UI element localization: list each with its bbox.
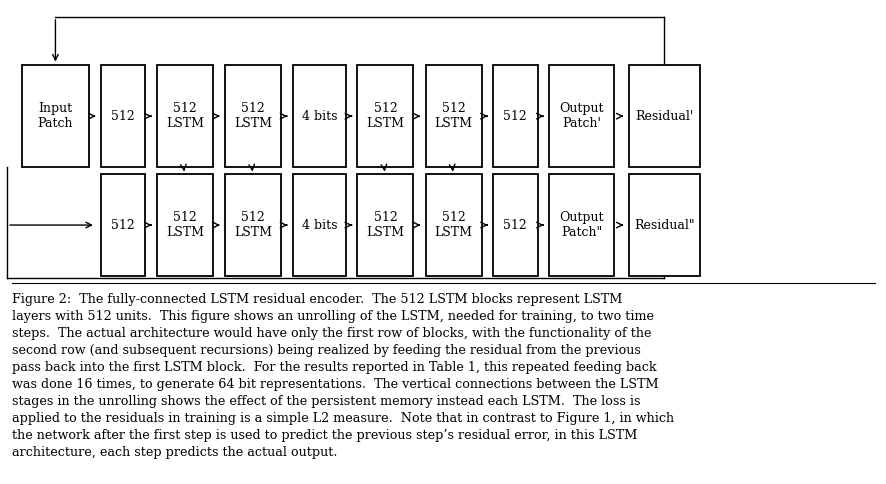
Text: Input
Patch: Input Patch — [37, 102, 74, 130]
Text: Output
Patch': Output Patch' — [558, 102, 603, 130]
FancyBboxPatch shape — [425, 174, 481, 276]
Text: Figure 2:  The fully-connected LSTM residual encoder.  The 512 LSTM blocks repre: Figure 2: The fully-connected LSTM resid… — [12, 293, 672, 459]
Text: 512
LSTM: 512 LSTM — [234, 102, 272, 130]
FancyBboxPatch shape — [628, 174, 699, 276]
Text: 512
LSTM: 512 LSTM — [366, 211, 404, 239]
FancyBboxPatch shape — [292, 174, 346, 276]
FancyBboxPatch shape — [101, 65, 145, 167]
FancyBboxPatch shape — [225, 174, 281, 276]
FancyBboxPatch shape — [548, 174, 613, 276]
FancyBboxPatch shape — [292, 65, 346, 167]
FancyBboxPatch shape — [628, 65, 699, 167]
FancyBboxPatch shape — [493, 65, 537, 167]
Text: 512
LSTM: 512 LSTM — [434, 102, 472, 130]
Text: Residual": Residual" — [633, 219, 694, 231]
Text: 512
LSTM: 512 LSTM — [234, 211, 272, 239]
Text: 512
LSTM: 512 LSTM — [166, 211, 204, 239]
FancyBboxPatch shape — [357, 65, 413, 167]
Text: 512: 512 — [112, 110, 135, 122]
FancyBboxPatch shape — [225, 65, 281, 167]
FancyBboxPatch shape — [425, 65, 481, 167]
FancyBboxPatch shape — [157, 174, 213, 276]
Text: 512
LSTM: 512 LSTM — [166, 102, 204, 130]
FancyBboxPatch shape — [493, 174, 537, 276]
FancyBboxPatch shape — [548, 65, 613, 167]
Text: 512
LSTM: 512 LSTM — [366, 102, 404, 130]
Text: 512: 512 — [112, 219, 135, 231]
Text: 512: 512 — [503, 219, 526, 231]
Text: Residual': Residual' — [634, 110, 693, 122]
Text: 512
LSTM: 512 LSTM — [434, 211, 472, 239]
Text: Output
Patch": Output Patch" — [558, 211, 603, 239]
Text: 512: 512 — [503, 110, 526, 122]
Text: 4 bits: 4 bits — [301, 219, 337, 231]
Text: 4 bits: 4 bits — [301, 110, 337, 122]
FancyBboxPatch shape — [357, 174, 413, 276]
FancyBboxPatch shape — [22, 65, 89, 167]
FancyBboxPatch shape — [101, 174, 145, 276]
FancyBboxPatch shape — [157, 65, 213, 167]
